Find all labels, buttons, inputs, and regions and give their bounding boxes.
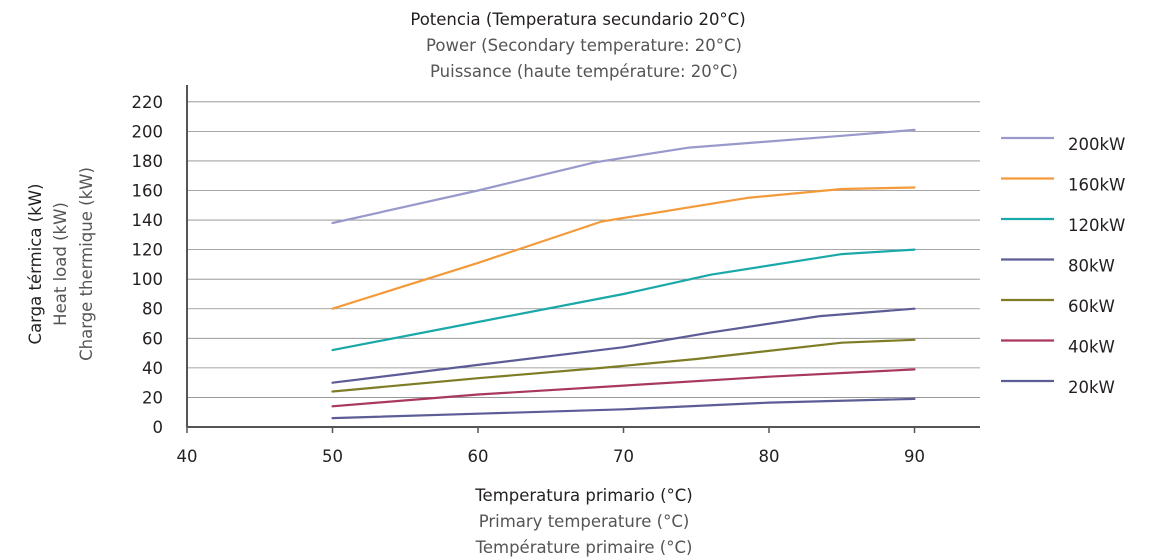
series-lines (331, 128, 916, 420)
x-axis-label-english: Primary temperature (°C) (479, 512, 690, 531)
y-tick-label: 180 (132, 152, 164, 171)
y-axis-label-french: Charge thermique (kW) (77, 167, 96, 361)
y-tick-label: 20 (142, 388, 163, 407)
x-axis-label-french: Température primaire (°C) (475, 538, 693, 557)
y-axis-label: Carga térmica (kW) (26, 184, 45, 345)
legend-label: 80kW (1068, 257, 1115, 276)
series-line-20kw (331, 397, 916, 420)
x-tick-label: 70 (613, 447, 634, 466)
legend-label: 60kW (1068, 297, 1115, 316)
x-tick-label: 40 (177, 447, 198, 466)
series-line-60kw (331, 338, 916, 393)
legend: 200kW 160kW 120kW 80kW 60kW 40kW 20kW (1001, 135, 1125, 397)
x-tick-label: 60 (468, 447, 489, 466)
y-tick-label: 160 (132, 181, 164, 200)
y-tick-label: 0 (153, 418, 164, 437)
chart-subtitle-english: Power (Secondary temperature: 20°C) (426, 36, 742, 55)
y-tick-label: 140 (132, 211, 164, 230)
gridlines (187, 101, 980, 398)
legend-label: 160kW (1068, 176, 1125, 195)
legend-label: 200kW (1068, 135, 1125, 154)
chart-title: Potencia (Temperatura secundario 20°C) (410, 10, 745, 29)
x-tick-label: 80 (759, 447, 780, 466)
series-line-40kw (331, 368, 916, 408)
legend-label: 20kW (1068, 378, 1115, 397)
y-tick-label: 60 (142, 329, 163, 348)
y-tick-label: 120 (132, 241, 164, 260)
x-tick-label: 50 (322, 447, 343, 466)
series-line-80kw (331, 307, 916, 384)
y-tick-label: 100 (132, 270, 164, 289)
x-tick-label: 90 (904, 447, 925, 466)
series-line-160kw (331, 186, 916, 310)
legend-label: 40kW (1068, 338, 1115, 357)
y-tick-label: 40 (142, 359, 163, 378)
y-tick-label: 220 (132, 93, 164, 112)
y-tick-labels: 0 20 40 60 80 100 120 140 160 180 200 220 (132, 93, 164, 437)
chart-subtitle-french: Puissance (haute température: 20°C) (430, 62, 738, 81)
y-tick-label: 80 (142, 300, 163, 319)
axes (186, 85, 980, 433)
series-line-200kw (331, 128, 916, 225)
x-tick-labels: 40 50 60 70 80 90 (177, 447, 926, 466)
legend-label: 120kW (1068, 216, 1125, 235)
x-axis-label: Temperatura primario (°C) (474, 486, 692, 505)
y-axis-label-english: Heat load (kW) (51, 202, 70, 326)
y-tick-label: 200 (132, 122, 164, 141)
series-line-120kw (331, 248, 916, 352)
